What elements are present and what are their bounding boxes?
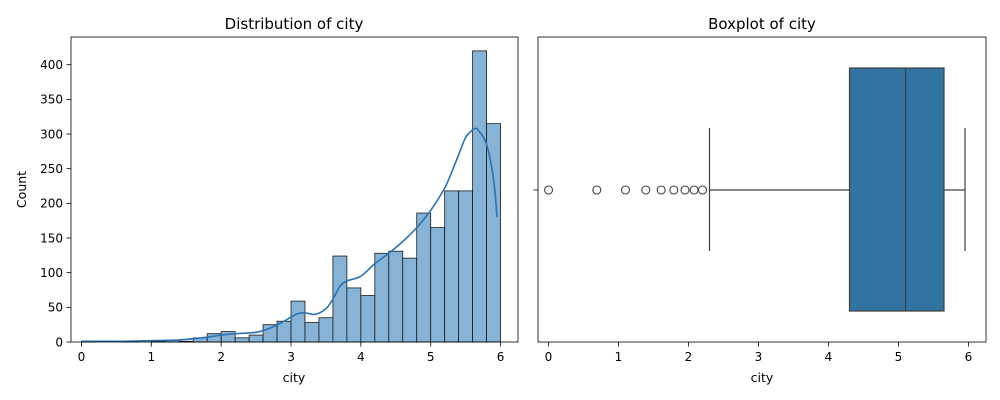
histogram-bar bbox=[486, 123, 501, 343]
boxplot-outlier bbox=[592, 185, 602, 195]
histogram-y-tick-label: 400 bbox=[40, 58, 63, 72]
histogram-bar bbox=[290, 300, 306, 343]
histogram-y-tick-label: 300 bbox=[40, 127, 63, 141]
histogram-x-tick-label: 4 bbox=[357, 350, 365, 364]
boxplot-x-tick-label: 3 bbox=[755, 350, 763, 364]
histogram-y-tick-label: 350 bbox=[40, 93, 63, 107]
boxplot-outlier bbox=[641, 185, 651, 195]
histogram-x-tick-label: 2 bbox=[217, 350, 225, 364]
boxplot-x-tick-label: 1 bbox=[615, 350, 623, 364]
histogram-bar bbox=[262, 324, 278, 343]
histogram-bar bbox=[416, 212, 432, 343]
histogram-bars bbox=[81, 50, 501, 343]
histogram-y-tick-label: 150 bbox=[40, 231, 63, 245]
boxplot-x-ticks: 0 1 2 3 4 5 6 bbox=[545, 342, 973, 364]
histogram-x-tick-label: 5 bbox=[427, 350, 435, 364]
histogram-bar bbox=[472, 50, 487, 343]
histogram-y-tick-label: 0 bbox=[55, 335, 63, 349]
boxplot-outlier bbox=[656, 185, 666, 195]
histogram-bar bbox=[374, 252, 390, 343]
boxplot-box bbox=[848, 67, 945, 312]
histogram-bar bbox=[430, 227, 446, 343]
boxplot-x-tick-label: 0 bbox=[545, 350, 553, 364]
histogram-x-tick-label: 6 bbox=[497, 350, 505, 364]
histogram-bar bbox=[402, 257, 418, 343]
histogram-y-tick-label: 250 bbox=[40, 162, 63, 176]
boxplot-x-tick-label: 4 bbox=[825, 350, 833, 364]
histogram-x-axis-label: city bbox=[283, 370, 306, 385]
histogram-y-ticks: 0 50 100 150 200 250 300 350 400 bbox=[40, 58, 71, 349]
histogram-y-tick-label: 200 bbox=[40, 197, 63, 211]
histogram-bar bbox=[388, 250, 404, 343]
boxplot-outlier bbox=[697, 185, 708, 195]
boxplot-x-tick-label: 6 bbox=[965, 350, 973, 364]
histogram-bar bbox=[346, 287, 362, 343]
boxplot-x-axis-label: city bbox=[751, 370, 774, 385]
histogram-panel: Distribution of city 0 1 2 3 4 5 6 0 50 100 150 20… bbox=[14, 15, 519, 385]
histogram-y-tick-label: 100 bbox=[40, 266, 63, 280]
boxplot-x-tick-label: 5 bbox=[895, 350, 903, 364]
histogram-axes-frame bbox=[70, 36, 519, 343]
histogram-bar bbox=[360, 295, 376, 343]
boxplot-panel: Boxplot of city 0 1 2 3 4 5 6 city bbox=[533, 15, 987, 385]
histogram-title: Distribution of city bbox=[225, 15, 364, 33]
histogram-bar bbox=[444, 190, 460, 343]
histogram-kde-line bbox=[81, 127, 498, 343]
histogram-bar bbox=[318, 317, 334, 343]
boxplot-outlier bbox=[543, 185, 554, 195]
histogram-bar bbox=[234, 337, 250, 343]
boxplot-x-tick-label: 2 bbox=[685, 350, 693, 364]
histogram-y-tick-label: 50 bbox=[48, 301, 63, 315]
histogram-bar bbox=[458, 190, 474, 343]
boxplot-elements bbox=[543, 67, 966, 312]
boxplot-axes-frame bbox=[537, 36, 987, 343]
boxplot-title: Boxplot of city bbox=[708, 15, 816, 33]
boxplot-outlier bbox=[669, 185, 679, 195]
histogram-x-tick-label: 0 bbox=[78, 350, 86, 364]
histogram-y-axis-label: Count bbox=[14, 171, 29, 208]
histogram-bar bbox=[304, 322, 320, 343]
boxplot-outlier bbox=[620, 185, 631, 195]
histogram-bar bbox=[332, 255, 348, 343]
boxplot-outlier bbox=[680, 185, 690, 195]
histogram-x-ticks: 0 1 2 3 4 5 6 bbox=[78, 342, 505, 364]
histogram-bar bbox=[248, 334, 264, 343]
histogram-x-tick-label: 3 bbox=[287, 350, 295, 364]
histogram-x-tick-label: 1 bbox=[148, 350, 156, 364]
